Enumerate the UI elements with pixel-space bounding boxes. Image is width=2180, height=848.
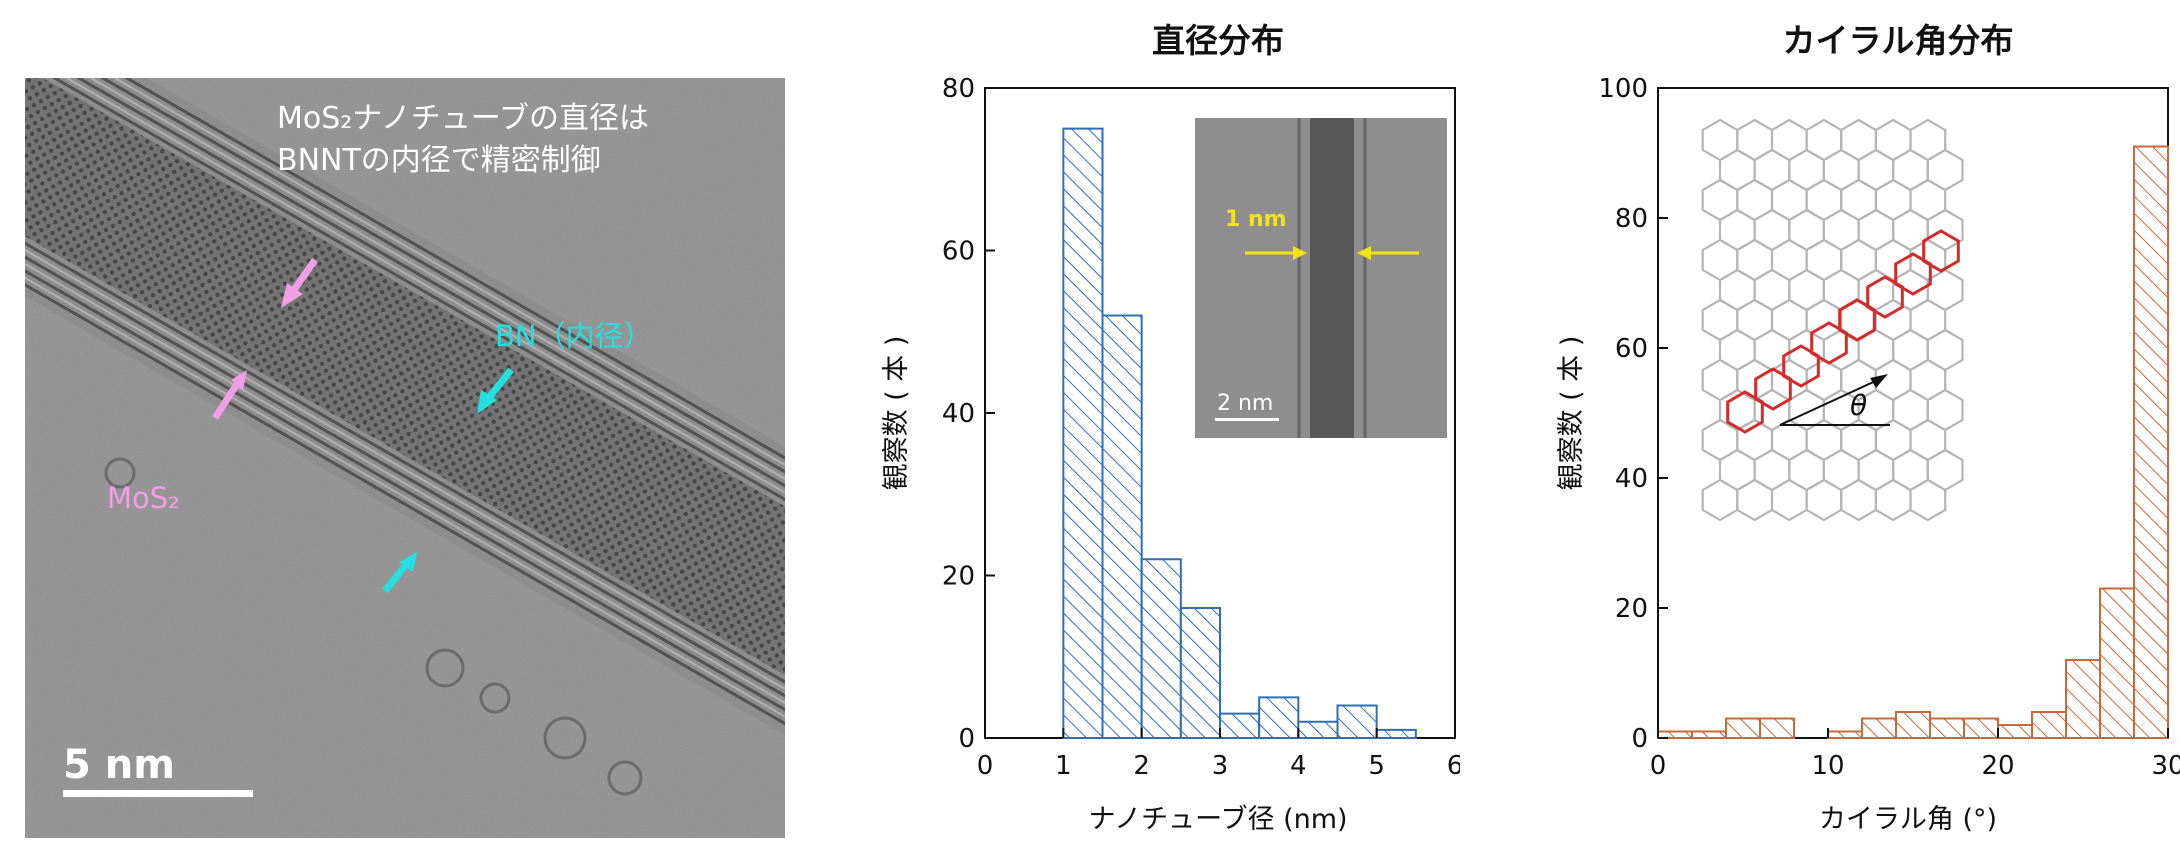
hist1-bar-0: [1062, 127, 1104, 739]
cyan-arrowhead-top: [477, 390, 497, 414]
hist1-title: 直径分布: [1152, 21, 1284, 60]
angle-arrowhead: [1870, 374, 1888, 388]
pink-arrowhead-bottom: [231, 370, 247, 390]
hist1-bar-5: [1258, 696, 1300, 739]
hist2-xlabel: カイラル角 (°): [1819, 804, 1997, 835]
hist1-xtick-label-5: 5: [1368, 751, 1385, 781]
bn-label: BN（内径）: [495, 319, 653, 353]
hist1-xtick-label-6: 6: [1447, 751, 1460, 781]
hist1-bar-8: [1375, 728, 1417, 739]
hist1-ytick-label-4: 80: [942, 74, 975, 104]
inset-scalebar: [1215, 418, 1279, 421]
chiral-angle-histogram: カイラル角分布 0 10 20 30 0 20 40 60 80 100 カイラル角 (°) 観察…: [1556, 21, 2180, 835]
hist2-title: カイラル角分布: [1783, 21, 2014, 60]
bottom-debris: [104, 457, 643, 796]
tem-scalebar: [63, 790, 253, 797]
hist2-bar-11: [2031, 711, 2067, 739]
hist2-bar-5: [1827, 730, 1863, 739]
hist1-bar-4: [1219, 712, 1261, 739]
hist2-bar-14: [2133, 145, 2169, 739]
chiral-chain-hexagon: [1922, 229, 1960, 273]
hist2-ytick-label-2: 40: [1615, 464, 1648, 494]
lattice-hexagon: [1874, 478, 1912, 522]
hist2-ytick-label-5: 100: [1598, 74, 1648, 104]
mos2-label: MoS₂: [107, 481, 180, 515]
hist1-ytick-label-0: 0: [958, 724, 975, 754]
hist2-bar-7: [1895, 711, 1931, 739]
hist1-bar-3: [1179, 607, 1222, 739]
hist2-bar-3: [1759, 717, 1795, 739]
arrowheads: [231, 283, 497, 572]
hist2-bar-6: [1861, 717, 1897, 739]
hist2-bar-8: [1929, 717, 1965, 739]
hist2-xtick-label-3: 30: [2151, 751, 2180, 781]
hist1-ytick-label-1: 20: [942, 562, 975, 592]
pink-arrowhead-top: [281, 283, 303, 308]
hist1-xtick-label-4: 4: [1290, 751, 1307, 781]
hist2-axes: [1657, 87, 2169, 739]
inset-1nm-label: 1 nm: [1225, 207, 1287, 232]
hist2-bar-1: [1691, 730, 1727, 739]
hist1-xtick-label-3: 3: [1212, 751, 1229, 781]
hist2-xtick-label-0: 0: [1650, 751, 1667, 781]
angle-axis-line: [1779, 377, 1883, 426]
hist1-inset: 1 nm 2 nm: [1195, 118, 1447, 438]
lattice-hexagon: [1840, 478, 1877, 522]
hist1-xtick-label-1: 1: [1055, 751, 1072, 781]
hist2-xtick-label-2: 20: [1981, 751, 2014, 781]
hist2-bar-10: [1997, 724, 2033, 739]
hist1-xtick-label-2: 2: [1133, 751, 1150, 781]
hist1-ytick-label-3: 60: [942, 237, 975, 267]
hist2-xtick-label-1: 10: [1811, 751, 1844, 781]
hist2-bar-2: [1725, 717, 1761, 739]
hist1-bar-6: [1297, 720, 1339, 739]
tem-scalebar-label: 5 nm: [63, 742, 175, 788]
inset-scalebar-label: 2 nm: [1217, 391, 1273, 416]
arrows: [212, 257, 514, 594]
hist2-bar-9: [1963, 717, 1999, 739]
inset-arrow-left: [1293, 246, 1307, 260]
hist2-plot-frame: [1657, 87, 2169, 739]
hist1-bar-7: [1336, 704, 1378, 739]
hist1-bar-2: [1140, 558, 1182, 739]
theta-label: θ: [1850, 389, 1867, 422]
hist2-ylabel: 観察数 ( 本 ): [1556, 336, 1587, 491]
inset-tube: [1310, 118, 1354, 438]
lattice-hexagon: [1701, 478, 1739, 522]
hist1-bar-1: [1101, 314, 1143, 739]
lattice-hexagon: [1805, 478, 1843, 522]
tem-caption-line1: MoS₂ナノチューブの直径は: [277, 101, 649, 136]
inset-arrow-right: [1357, 246, 1371, 260]
hist1-xtick-label-0: 0: [977, 751, 994, 781]
hist2-ytick-label-1: 20: [1615, 594, 1648, 624]
lattice-hexagon: [1770, 478, 1808, 522]
hist2-ytick-label-3: 60: [1615, 334, 1648, 364]
hist2-bar-13: [2099, 587, 2135, 739]
cyan-arrowhead-bottom: [399, 552, 417, 572]
hist2-ytick-label-4: 80: [1615, 204, 1648, 234]
hist2-inset-nanotube: θ: [1701, 118, 1964, 522]
hist2-bar-12: [2065, 659, 2101, 739]
tube-walls: [25, 78, 785, 812]
hist1-ytick-label-2: 40: [942, 399, 975, 429]
hist2-ytick-label-0: 0: [1631, 724, 1648, 754]
tem-caption-line2: BNNTの内径で精密制御: [277, 143, 601, 178]
hist1-xlabel: ナノチューブ径 (nm): [1088, 804, 1347, 835]
lattice-hexagon: [1736, 478, 1774, 522]
tem-image-panel: MoS₂ナノチューブの直径は BNNTの内径で精密制御 BN（内径） MoS₂ …: [25, 78, 785, 838]
hist1-ylabel: 観察数 ( 本 ): [881, 336, 912, 491]
lattice-hexagon: [1909, 478, 1947, 522]
